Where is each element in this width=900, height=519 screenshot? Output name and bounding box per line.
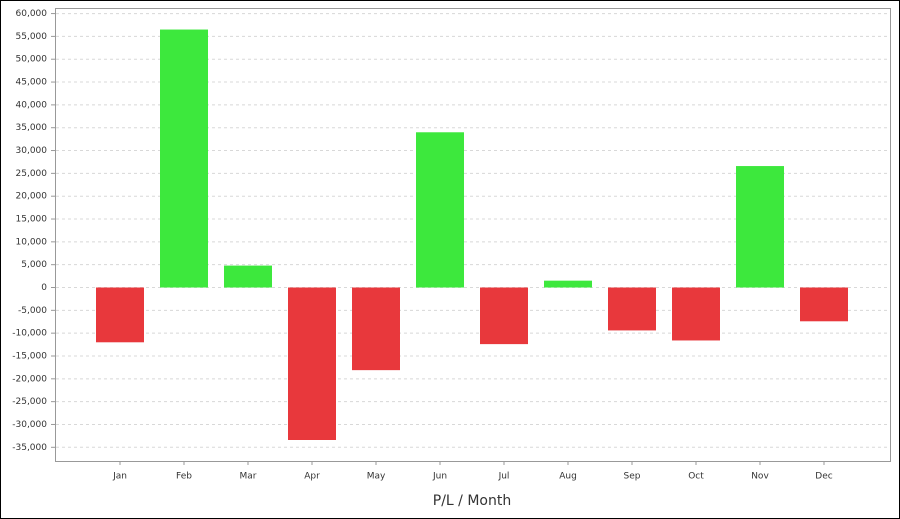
bar [736, 166, 784, 288]
x-axis-label: P/L / Month [433, 493, 511, 509]
y-tick-label: -30,000 [12, 420, 47, 430]
y-tick-label: 35,000 [16, 123, 48, 133]
x-tick-label: Dec [815, 472, 832, 482]
y-tick-label: 10,000 [16, 237, 48, 247]
y-tick-label: 5,000 [21, 260, 47, 270]
bar [160, 29, 208, 288]
y-tick-label: -5,000 [18, 306, 47, 316]
y-tick-label: 55,000 [16, 32, 48, 42]
x-tick-label: May [367, 472, 386, 482]
y-tick-label: 40,000 [16, 100, 48, 110]
x-tick-label: Oct [688, 472, 704, 482]
y-tick-label: -25,000 [12, 397, 47, 407]
y-tick-label: 45,000 [16, 78, 48, 88]
y-tick-label: 25,000 [16, 169, 48, 179]
x-tick-label: Jan [112, 472, 127, 482]
x-tick-label: Aug [559, 472, 577, 482]
bar [800, 287, 848, 322]
y-tick-label: 0 [41, 283, 47, 293]
bar [288, 287, 336, 440]
x-tick-label: Apr [304, 472, 320, 482]
y-tick-label: 15,000 [16, 215, 48, 225]
bar [608, 287, 656, 331]
x-tick-label: Sep [624, 472, 641, 482]
x-tick-label: Jun [432, 472, 447, 482]
bar [416, 132, 464, 288]
bar [480, 287, 528, 345]
x-tick-label: Nov [751, 472, 769, 482]
y-tick-label: 60,000 [16, 9, 48, 19]
y-tick-label: -10,000 [12, 329, 47, 339]
bar [96, 287, 144, 343]
y-tick-label: -35,000 [12, 443, 47, 453]
bar [672, 287, 720, 341]
x-tick-label: Mar [240, 472, 257, 482]
y-tick-label: 30,000 [16, 146, 48, 156]
x-tick-label: Jul [498, 472, 510, 482]
y-tick-label: -15,000 [12, 351, 47, 361]
y-tick-label: 50,000 [16, 55, 48, 65]
bar [224, 265, 272, 288]
y-tick-label: 20,000 [16, 192, 48, 202]
y-tick-label: -20,000 [12, 374, 47, 384]
bar [544, 280, 592, 288]
x-tick-label: Feb [176, 472, 192, 482]
bar [352, 287, 400, 371]
